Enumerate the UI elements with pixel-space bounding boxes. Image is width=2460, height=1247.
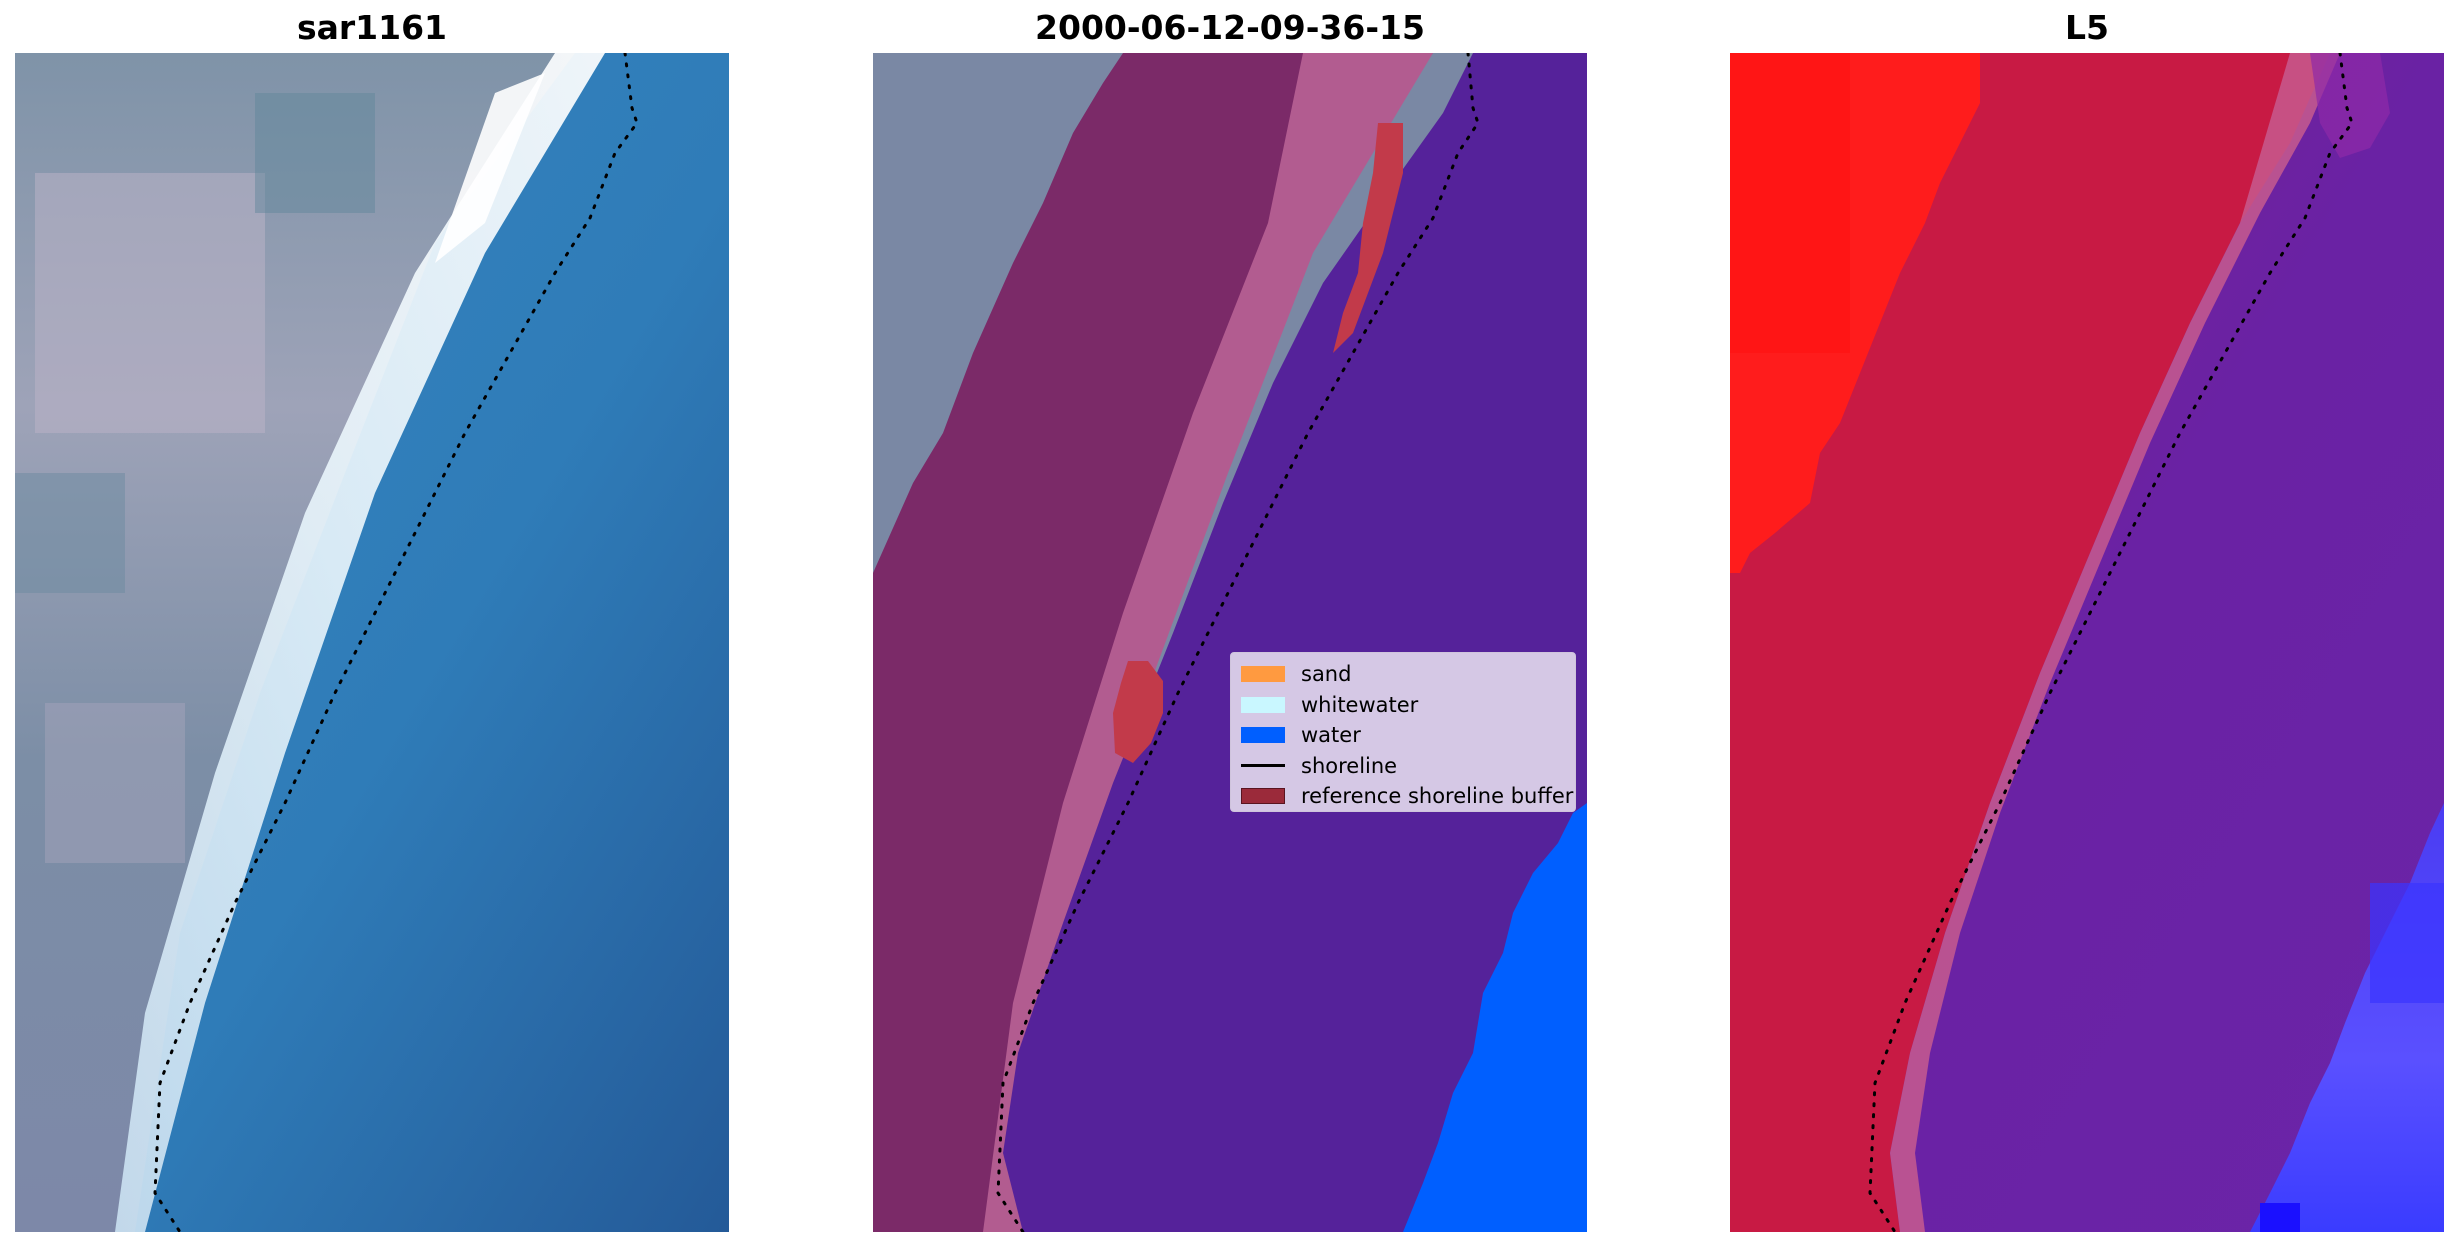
- rgb-image: [15, 53, 729, 1232]
- legend-label: sand: [1301, 662, 1352, 687]
- shoreline-line: [1868, 53, 2354, 1232]
- index-image-panel: [1730, 53, 2444, 1232]
- legend-item-whitewater: whitewater: [1241, 690, 1565, 721]
- panel-title-index: L5: [2065, 8, 2109, 47]
- legend-swatch-sand: [1241, 666, 1285, 683]
- panel-title-rgb: sar1161: [296, 8, 448, 47]
- legend-swatch-reference-buffer: [1241, 788, 1285, 805]
- legend-swatch-water: [1241, 727, 1285, 744]
- rgb-image-panel: [15, 53, 729, 1232]
- classification-image: [873, 53, 1587, 1232]
- index-image: [1730, 53, 2444, 1232]
- legend-swatch-whitewater: [1241, 696, 1285, 713]
- legend-item-reference-buffer: reference shoreline buffer: [1241, 781, 1573, 812]
- legend-label: water: [1301, 723, 1361, 748]
- legend-item-sand: sand: [1241, 659, 1565, 690]
- legend-label: whitewater: [1301, 692, 1419, 717]
- classification-panel: [873, 53, 1587, 1232]
- legend-label: shoreline: [1301, 753, 1398, 778]
- panel-title-classification: 2000-06-12-09-36-15: [1035, 8, 1425, 47]
- legend-label: reference shoreline buffer: [1301, 784, 1574, 809]
- shoreline-line: [153, 53, 639, 1232]
- legend-item-water: water: [1241, 720, 1565, 751]
- legend-swatch-shoreline: [1241, 764, 1285, 768]
- legend-item-shoreline: shoreline: [1241, 751, 1565, 782]
- legend: sand whitewater water shoreline referenc…: [1230, 652, 1576, 812]
